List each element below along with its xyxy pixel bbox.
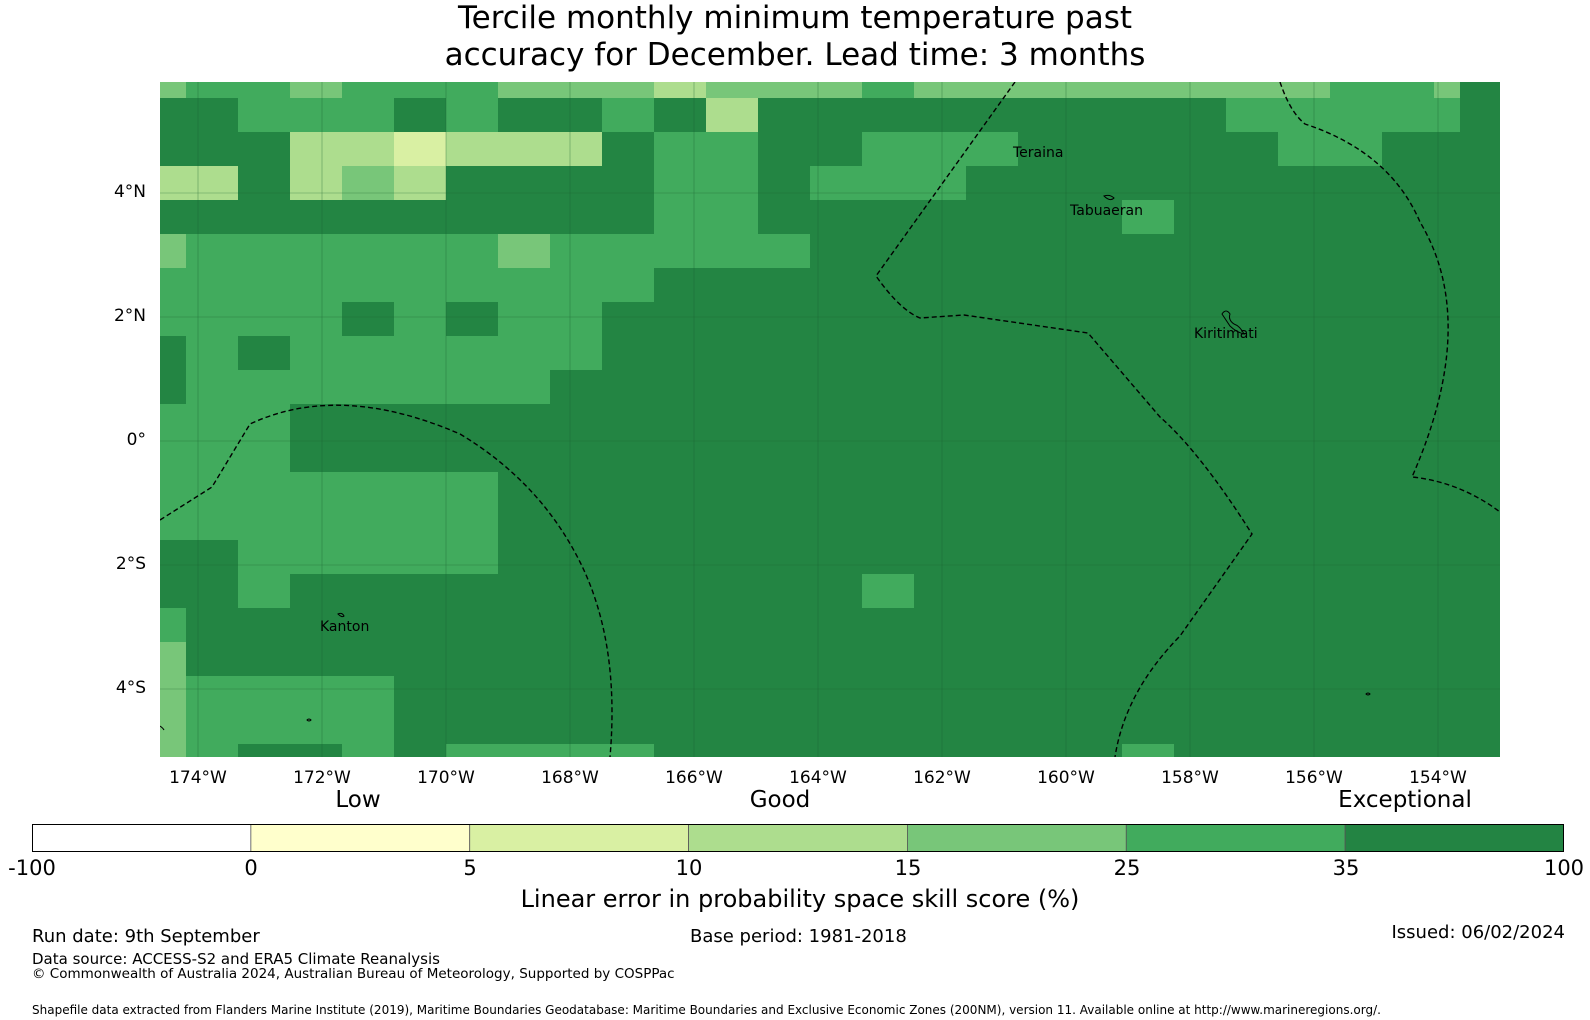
x-tick-label: 162°W	[913, 768, 971, 788]
colorbar-tick-label: 35	[1332, 856, 1360, 880]
colorbar-tick-label: 100	[1543, 856, 1585, 880]
colorbar-swatch	[1125, 824, 1346, 852]
legend-category-exceptional: Exceptional	[1338, 787, 1472, 813]
legend-category-good: Good	[749, 787, 811, 813]
place-label-kanton: Kanton	[320, 619, 370, 635]
y-tick-label: 4°S	[115, 678, 146, 698]
skill-score-grid	[160, 82, 1500, 757]
coastlines	[160, 194, 1371, 731]
colorbar-tick-label: 15	[894, 856, 922, 880]
x-tick-label: 156°W	[1285, 768, 1343, 788]
colorbar-swatch	[32, 824, 252, 852]
x-tick-label: 164°W	[789, 768, 847, 788]
map-panel: Teraina Tabuaeran Kiritimati Kanton	[160, 82, 1500, 757]
colorbar	[32, 824, 1564, 852]
map-title-line-2: accuracy for December. Lead time: 3 mont…	[444, 37, 1146, 73]
data-source: Data source: ACCESS-S2 and ERA5 Climate …	[32, 950, 440, 968]
colorbar-swatch	[469, 824, 689, 852]
place-label-kiritimati: Kiritimati	[1194, 326, 1258, 342]
colorbar-swatch	[1344, 824, 1564, 852]
colorbar-tick-label: 10	[675, 856, 703, 880]
y-tick-label: 2°S	[115, 554, 146, 574]
map-title-line-1: Tercile monthly minimum temperature past	[457, 0, 1133, 36]
copyright: © Commonwealth of Australia 2024, Austra…	[32, 966, 675, 982]
colorbar-tick-label: 0	[244, 856, 258, 880]
run-date: Run date: 9th September	[32, 926, 260, 947]
colorbar-swatch	[250, 824, 471, 852]
y-tick-label: 0°	[126, 430, 146, 450]
maritime-boundaries	[160, 82, 1500, 757]
x-tick-label: 160°W	[1037, 768, 1095, 788]
map-title: Tercile monthly minimum temperature past…	[0, 0, 1590, 74]
colorbar-swatch	[688, 824, 908, 852]
x-tick-label: 158°W	[1161, 768, 1219, 788]
colorbar-label: Linear error in probability space skill …	[520, 885, 1080, 913]
colorbar-tick-label: -100	[8, 856, 56, 880]
x-tick-label: 170°W	[417, 768, 475, 788]
x-tick-label: 172°W	[293, 768, 351, 788]
x-tick-label: 166°W	[665, 768, 723, 788]
colorbar-tick-label: 5	[463, 856, 477, 880]
x-tick-label: 174°W	[169, 768, 227, 788]
y-tick-label: 2°N	[113, 306, 146, 326]
legend-category-low: Low	[335, 787, 381, 813]
colorbar-swatch	[907, 824, 1127, 852]
x-tick-label: 154°W	[1409, 768, 1467, 788]
place-label-teraina: Teraina	[1013, 145, 1064, 161]
x-tick-label: 168°W	[541, 768, 599, 788]
colorbar-swatches	[32, 824, 1564, 852]
base-period: Base period: 1981-2018	[690, 926, 907, 947]
colorbar-border	[32, 824, 1564, 852]
graticule	[160, 82, 1500, 757]
y-tick-label: 4°N	[113, 182, 146, 202]
issued-date: Issued: 06/02/2024	[1391, 922, 1565, 943]
place-label-tabuaeran: Tabuaeran	[1070, 203, 1143, 219]
shapefile-credit: Shapefile data extracted from Flanders M…	[32, 1003, 1381, 1017]
skill-score-map	[160, 82, 1500, 757]
colorbar-tick-label: 25	[1113, 856, 1141, 880]
